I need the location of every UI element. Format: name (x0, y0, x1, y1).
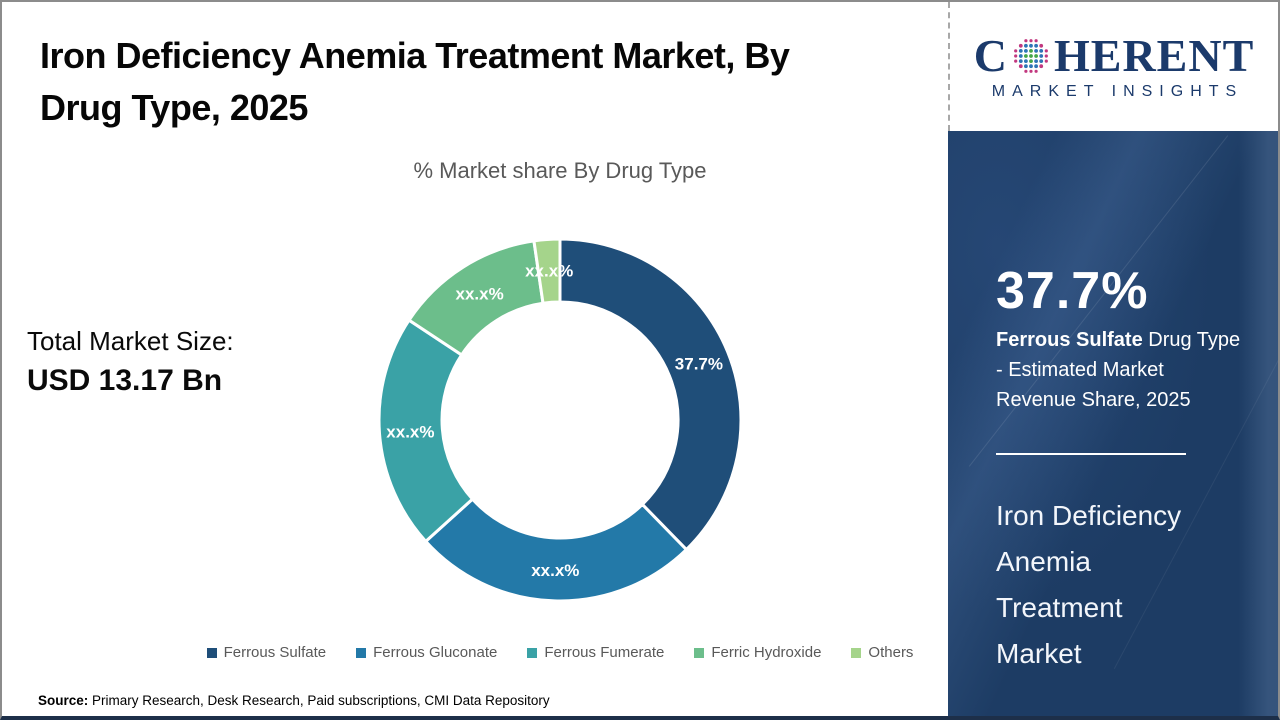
globe-dot (1018, 53, 1023, 58)
legend-label: Ferrous Fumerate (544, 644, 665, 661)
page-title-line2: Drug Type, 2025 (40, 87, 308, 128)
legend-label: Ferric Hydroxide (711, 644, 822, 661)
donut-segment-others (532, 237, 562, 305)
globe-dot (1034, 53, 1038, 58)
total-market-value: USD 13.17 Bn (27, 364, 223, 397)
globe-dot (1023, 48, 1028, 53)
total-market-label: Total Market Size: (27, 326, 234, 356)
globe-dot (1023, 63, 1028, 68)
globe-dots-icon (1014, 38, 1048, 73)
globe-dot (1029, 53, 1033, 58)
globe-dot (1018, 58, 1023, 63)
globe-dot (1024, 38, 1028, 42)
legend-swatch-icon (206, 647, 217, 658)
globe-dot (1029, 69, 1033, 73)
brand-logo: C HERENT MARKET INSIGHTS (948, 2, 1278, 131)
globe-dot (1023, 53, 1028, 58)
highlight-description: Ferrous Sulfate Drug Type - Estimated Ma… (996, 325, 1258, 415)
legend-label: Ferrous Gluconate (373, 644, 498, 661)
slice-label-others: xx.x% (525, 261, 573, 280)
page-title: Iron Deficiency Anemia Treatment Market,… (40, 30, 790, 134)
globe-dot (1029, 63, 1033, 68)
globe-dot (1029, 48, 1033, 53)
slice-label-ferric-hydroxide: xx.x% (455, 284, 503, 303)
globe-dot (1044, 59, 1048, 63)
chart-subtitle: % Market share By Drug Type (413, 158, 707, 183)
sidebar-panel: 37.7% Ferrous Sulfate Drug Type - Estima… (948, 131, 1278, 716)
donut-segment-ferrous-gluconate (423, 497, 689, 603)
slice-label-ferrous-sulfate: 37.7% (675, 355, 723, 374)
legend-swatch-icon (694, 647, 705, 658)
slice-label-ferrous-fumerate: xx.x% (386, 422, 434, 441)
market-name-line: Iron Deficiency (996, 500, 1182, 531)
globe-dot (1023, 43, 1028, 48)
highlight-desc-line3: Revenue Share, 2025 (996, 389, 1191, 411)
globe-dot (1039, 48, 1044, 53)
globe-dot (1034, 43, 1038, 48)
highlight-share-value: 37.7% (996, 262, 1149, 320)
globe-dot (1029, 58, 1033, 63)
market-name-line: Treatment (996, 592, 1123, 623)
highlight-segment-name: Ferrous Sulfate (996, 329, 1143, 351)
globe-dot (1034, 69, 1038, 73)
globe-dot (1018, 48, 1023, 53)
legend-item-ferrous-gluconate: Ferrous Gluconate (356, 644, 497, 661)
globe-dot (1039, 43, 1044, 48)
globe-dot (1029, 43, 1033, 48)
globe-dot (1014, 59, 1018, 63)
highlight-desc-line2: - Estimated Market (996, 359, 1164, 381)
donut-segment-ferrous-sulfate (558, 237, 743, 552)
market-name: Iron Deficiency Anemia Treatment Market (996, 493, 1181, 677)
legend-label: Others (868, 644, 914, 661)
legend-swatch-icon (527, 647, 538, 658)
legend-item-others: Others (851, 644, 913, 661)
globe-dot (1014, 48, 1018, 52)
source-text: Primary Research, Desk Research, Paid su… (88, 693, 550, 708)
market-name-line: Market (996, 638, 1082, 669)
globe-dot (1034, 63, 1038, 68)
globe-dot (1024, 69, 1028, 73)
globe-dot (1034, 48, 1038, 53)
highlight-desc-line1-rest: Drug Type (1142, 329, 1241, 351)
globe-dot (1039, 63, 1044, 68)
brand-letter-c: C (973, 29, 1008, 81)
legend-label: Ferrous Sulfate (223, 644, 327, 661)
page-title-line1: Iron Deficiency Anemia Treatment Market,… (40, 35, 790, 76)
globe-dot (1018, 63, 1023, 68)
source-note: Source: Primary Research, Desk Research,… (38, 693, 550, 708)
globe-dot (1044, 53, 1048, 58)
brand-letters-rest: HERENT (1053, 29, 1255, 81)
globe-dot (1034, 38, 1038, 42)
market-name-line: Anemia (996, 546, 1091, 577)
legend-swatch-icon (851, 647, 862, 658)
sidebar: C HERENT MARKET INSIGHTS 37.7% Ferrous S… (948, 2, 1278, 716)
legend-item-ferrous-fumerate: Ferrous Fumerate (527, 644, 664, 661)
globe-dot (1039, 53, 1044, 58)
donut-chart: 37.7% xx.x% xx.x% xx.x% xx.x% (377, 237, 743, 603)
globe-dot (1023, 58, 1028, 63)
globe-dot (1039, 58, 1044, 63)
source-label: Source: (38, 693, 89, 708)
brand-wordmark: C HERENT (973, 29, 1255, 81)
globe-dot (1034, 58, 1038, 63)
legend-swatch-icon (356, 647, 367, 658)
globe-dot (1014, 53, 1018, 58)
total-market-block: Total Market Size: USD 13.17 Bn (27, 326, 234, 398)
globe-dot (1044, 48, 1048, 52)
globe-dot (1018, 43, 1023, 48)
legend-item-ferric-hydroxide: Ferric Hydroxide (694, 644, 821, 661)
brand-tagline: MARKET INSIGHTS (991, 82, 1244, 100)
sidebar-divider (996, 453, 1186, 455)
legend-item-ferrous-sulfate: Ferrous Sulfate (206, 644, 327, 661)
globe-dot (1029, 38, 1033, 42)
slice-label-ferrous-gluconate: xx.x% (531, 561, 579, 580)
chart-legend: Ferrous Sulfate Ferrous Gluconate Ferrous … (190, 644, 930, 661)
